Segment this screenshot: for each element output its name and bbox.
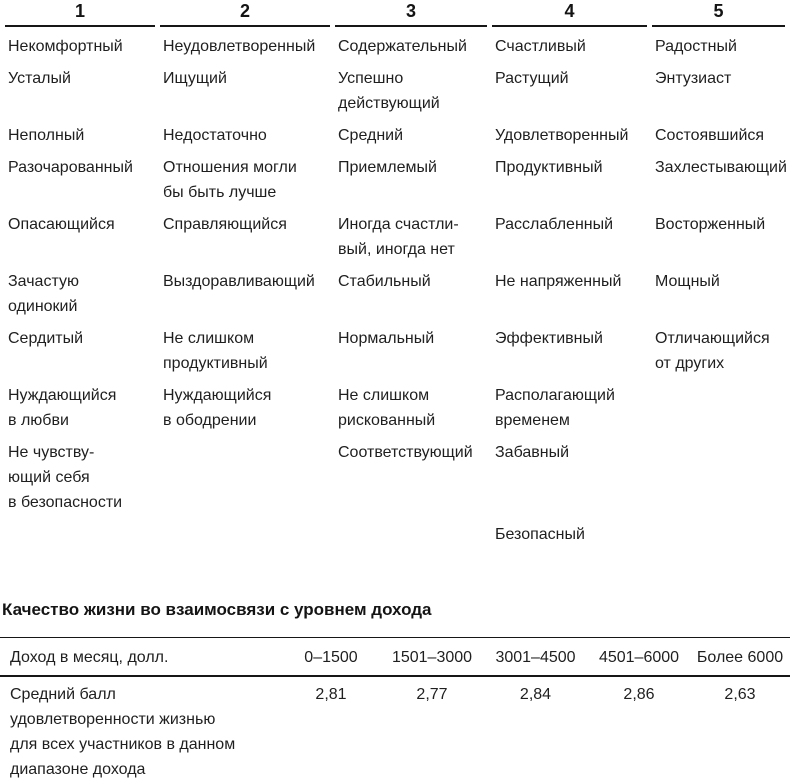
rating-cell <box>5 515 155 547</box>
rating-cell: Зачастую одинокий <box>8 273 79 315</box>
income-range-col-2: 1501–3000 <box>381 637 483 677</box>
income-row-label: Средний балл удовлетворенности жизнью дл… <box>10 686 236 778</box>
rating-cell: Расслабленный <box>495 216 614 233</box>
satisfaction-value: 2,63 <box>724 686 756 703</box>
income-section-title: Качество жизни во взаимосвязи с уровнем … <box>2 600 432 619</box>
life-rating-table: 1 2 3 4 5 Некомфортный Неудовлетворенный… <box>0 2 790 547</box>
rating-cell: Стабильный <box>338 273 431 290</box>
rating-cell: Приемлемый <box>338 159 437 176</box>
rating-cell: Нуждающийся в ободрении <box>163 387 272 429</box>
rating-cell: Захлестывающий <box>655 159 787 176</box>
rating-cell: Иногда счастли- вый, иногда нет <box>338 216 459 258</box>
rating-cell: Нормальный <box>338 330 435 347</box>
table-row: Сердитый Не слишком продуктивный Нормаль… <box>5 319 785 376</box>
rating-cell: Неполный <box>8 127 85 144</box>
rating-cell: Растущий <box>495 70 569 87</box>
rating-col-header-1: 1 <box>5 2 155 27</box>
income-range-col-1: 0–1500 <box>281 637 381 677</box>
rating-cell <box>335 515 487 547</box>
satisfaction-value: 2,81 <box>315 686 347 703</box>
income-range-col-5: Более 6000 <box>690 637 790 677</box>
rating-cell: Сердитый <box>8 330 84 347</box>
rating-cell: Энтузиаст <box>655 70 732 87</box>
table-row: Некомфортный Неудовлетворенный Содержате… <box>5 27 785 59</box>
rating-cell: Удовлетворенный <box>495 127 629 144</box>
table-row: Средний балл удовлетворенности жизнью дл… <box>0 676 790 782</box>
rating-cell: Не чувству- ющий себя в безопасности <box>8 444 123 511</box>
rating-cell: Успешно действующий <box>338 70 440 112</box>
rating-cell: Не слишком продуктивный <box>163 330 268 372</box>
rating-col-header-4: 4 <box>492 2 647 27</box>
rating-cell: Восторженный <box>655 216 766 233</box>
income-range-col-3: 3001–4500 <box>483 637 588 677</box>
rating-cell: Соответствующий <box>338 444 473 461</box>
rating-cell: Состоявшийся <box>655 127 765 144</box>
rating-cell: Отличающийся от других <box>655 330 770 372</box>
table-row: Усталый Ищущий Успешно действующий Расту… <box>5 59 785 116</box>
rating-col-header-2: 2 <box>160 2 330 27</box>
satisfaction-value: 2,86 <box>623 686 655 703</box>
rating-cell <box>652 433 785 515</box>
rating-cell: Ищущий <box>163 70 227 87</box>
rating-cell: Забавный <box>495 444 570 461</box>
rating-header-row: 1 2 3 4 5 <box>5 2 785 27</box>
table-row: Не чувству- ющий себя в безопасности Соо… <box>5 433 785 515</box>
rating-cell: Выздоравливающий <box>163 273 315 290</box>
rating-cell: Не слишком рискованный <box>338 387 436 429</box>
rating-cell: Неудовлетворенный <box>163 38 316 55</box>
rating-cell <box>652 515 785 547</box>
rating-cell: Располагающий временем <box>495 387 615 429</box>
rating-cell: Нуждающийся в любви <box>8 387 117 429</box>
satisfaction-value: 2,84 <box>519 686 552 703</box>
rating-col-header-5: 5 <box>652 2 785 27</box>
rating-cell: Опасающийся <box>8 216 115 233</box>
rating-cell: Не напряженный <box>495 273 622 290</box>
table-row: Нуждающийся в любви Нуждающийся в ободре… <box>5 376 785 433</box>
rating-cell: Продуктивный <box>495 159 603 176</box>
rating-cell <box>160 515 330 547</box>
rating-cell: Счастливый <box>495 38 586 55</box>
table-row: Зачастую одинокий Выздоравливающий Стаби… <box>5 262 785 319</box>
rating-col-header-3: 3 <box>335 2 487 27</box>
satisfaction-value: 2,77 <box>416 686 448 703</box>
rating-cell: Мощный <box>655 273 720 290</box>
rating-cell: Безопасный <box>495 526 585 543</box>
income-range-col-4: 4501–6000 <box>588 637 690 677</box>
income-row-header: Доход в месяц, долл. <box>0 637 281 677</box>
rating-cell: Справляющийся <box>163 216 287 233</box>
table-row: Разочарованный Отношения могли бы быть л… <box>5 148 787 205</box>
rating-cell: Отношения могли бы быть лучше <box>163 159 297 201</box>
income-header-row: Доход в месяц, долл. 0–1500 1501–3000 30… <box>0 637 790 677</box>
rating-cell: Средний <box>338 127 404 144</box>
table-row: Безопасный <box>5 515 785 547</box>
rating-cell <box>652 376 785 433</box>
rating-cell: Недостаточно <box>163 127 267 144</box>
rating-cell: Радостный <box>655 38 737 55</box>
rating-cell: Эффективный <box>495 330 603 347</box>
table-row: Неполный Недостаточно Средний Удовлетвор… <box>5 116 785 148</box>
rating-cell: Усталый <box>8 70 71 87</box>
rating-cell <box>160 433 330 515</box>
income-table: Доход в месяц, долл. 0–1500 1501–3000 30… <box>0 637 790 782</box>
table-row: Опасающийся Справляющийся Иногда счастли… <box>5 205 785 262</box>
rating-cell: Некомфортный <box>8 38 123 55</box>
rating-cell: Содержательный <box>338 38 467 55</box>
rating-cell: Разочарованный <box>8 159 133 176</box>
